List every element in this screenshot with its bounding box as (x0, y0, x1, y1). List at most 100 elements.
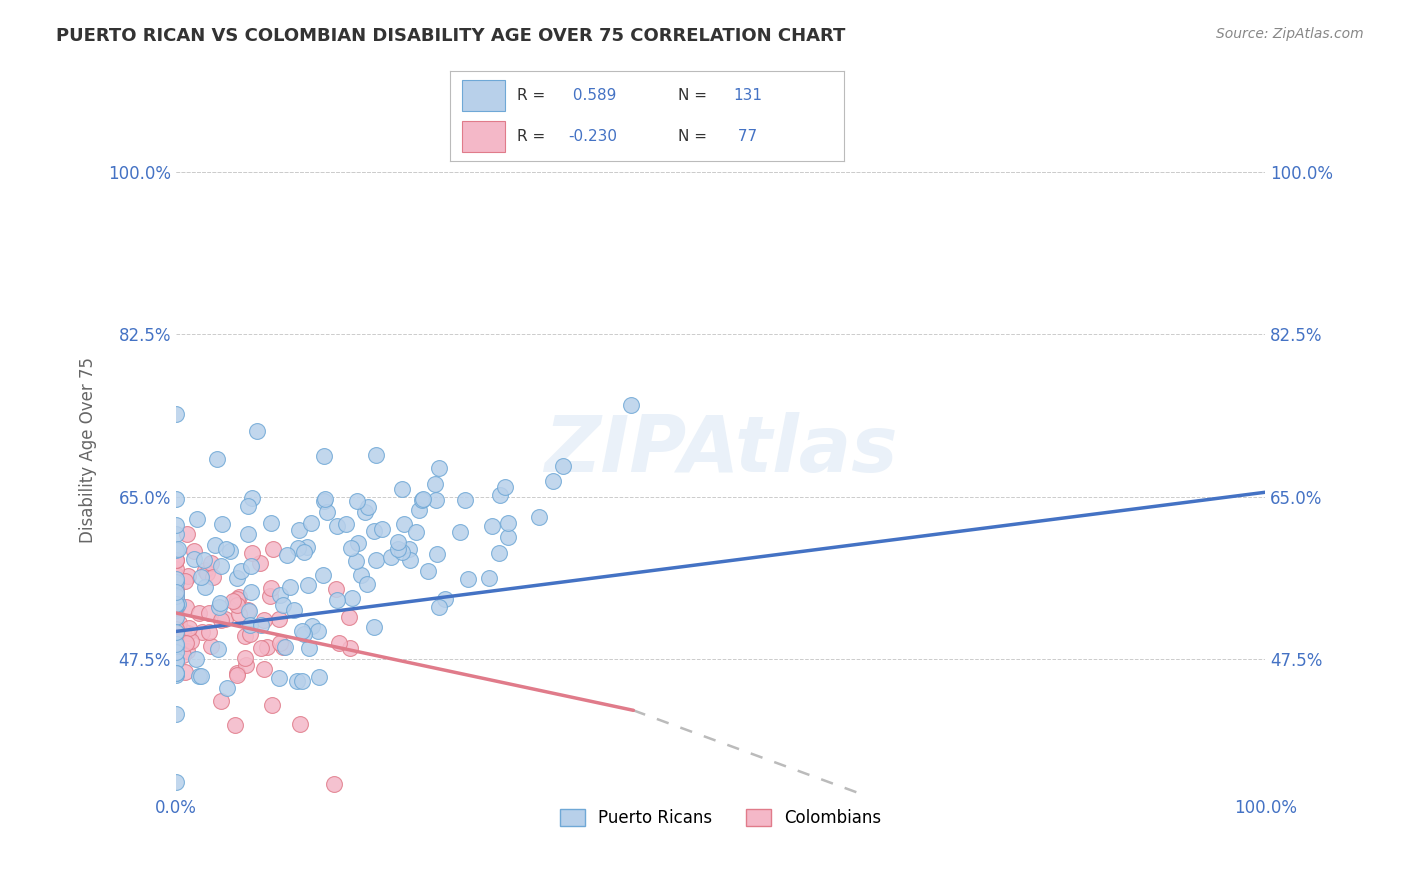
Point (176, 644, 198, 658)
Point (208, 600, 231, 615)
Point (335, 517, 357, 532)
Point (176, 526, 198, 541)
Point (326, 593, 349, 607)
Point (236, 526, 259, 541)
Point (215, 542, 238, 557)
Point (165, 625, 187, 640)
Point (494, 479, 516, 493)
Point (165, 666, 187, 681)
Point (283, 602, 305, 616)
Point (165, 581, 187, 595)
Point (193, 553, 215, 567)
Point (276, 549, 298, 563)
Point (380, 549, 402, 564)
Point (165, 491, 187, 506)
Point (165, 653, 187, 667)
Point (301, 619, 323, 633)
Point (357, 500, 380, 514)
Point (165, 591, 187, 605)
Point (165, 666, 187, 681)
Point (240, 491, 263, 505)
Point (165, 645, 187, 659)
Point (207, 452, 229, 467)
Point (165, 527, 187, 541)
Point (218, 543, 240, 558)
Point (194, 581, 217, 595)
Point (290, 624, 312, 639)
Point (620, 398, 643, 412)
Point (240, 546, 263, 560)
Point (454, 492, 477, 507)
Text: PUERTO RICAN VS COLOMBIAN DISABILITY AGE OVER 75 CORRELATION CHART: PUERTO RICAN VS COLOMBIAN DISABILITY AGE… (56, 27, 845, 45)
Text: N =: N = (678, 88, 707, 103)
Point (299, 516, 322, 531)
Point (236, 499, 259, 513)
Point (256, 640, 278, 655)
Point (418, 564, 440, 578)
Point (225, 599, 247, 613)
Point (167, 616, 190, 631)
Point (246, 424, 269, 438)
Point (165, 639, 187, 653)
Point (165, 624, 187, 639)
Point (364, 553, 387, 567)
Point (209, 614, 232, 628)
Point (314, 449, 336, 463)
Point (188, 669, 211, 683)
Point (425, 493, 447, 508)
Point (339, 541, 361, 555)
Point (165, 572, 187, 586)
Point (307, 624, 329, 638)
Point (449, 525, 471, 540)
Point (408, 503, 430, 517)
Point (356, 576, 378, 591)
Point (165, 582, 187, 597)
Point (249, 640, 271, 655)
Point (488, 545, 510, 559)
Point (190, 669, 212, 683)
Point (183, 543, 205, 558)
Text: ZIPAtlas: ZIPAtlas (544, 412, 897, 489)
Point (427, 461, 450, 475)
Point (238, 604, 260, 618)
Point (239, 618, 262, 632)
Text: 77: 77 (734, 129, 758, 144)
Point (217, 681, 239, 696)
Point (174, 636, 197, 650)
Point (339, 640, 361, 655)
Point (260, 581, 283, 595)
Point (233, 650, 256, 665)
Point (193, 563, 215, 577)
Point (253, 662, 276, 676)
Point (165, 610, 187, 624)
Point (183, 552, 205, 566)
Point (235, 658, 257, 673)
Point (370, 522, 392, 536)
Bar (461, 121, 505, 152)
Point (174, 599, 197, 614)
Text: N =: N = (678, 129, 707, 144)
Point (225, 667, 247, 681)
Point (165, 637, 187, 651)
Point (226, 571, 249, 585)
Point (211, 694, 233, 708)
Point (315, 505, 337, 519)
Text: R =: R = (517, 88, 546, 103)
Point (278, 581, 301, 595)
Point (177, 569, 200, 583)
Point (165, 706, 187, 721)
Point (527, 510, 550, 524)
Point (165, 590, 187, 604)
Point (165, 517, 187, 532)
Point (259, 589, 281, 603)
Point (165, 574, 187, 589)
Point (346, 494, 368, 508)
Point (198, 606, 221, 620)
Point (233, 629, 256, 643)
Point (240, 558, 263, 573)
Point (498, 516, 520, 531)
Point (260, 698, 283, 712)
Point (427, 600, 450, 615)
Point (412, 491, 434, 506)
Point (228, 607, 250, 621)
